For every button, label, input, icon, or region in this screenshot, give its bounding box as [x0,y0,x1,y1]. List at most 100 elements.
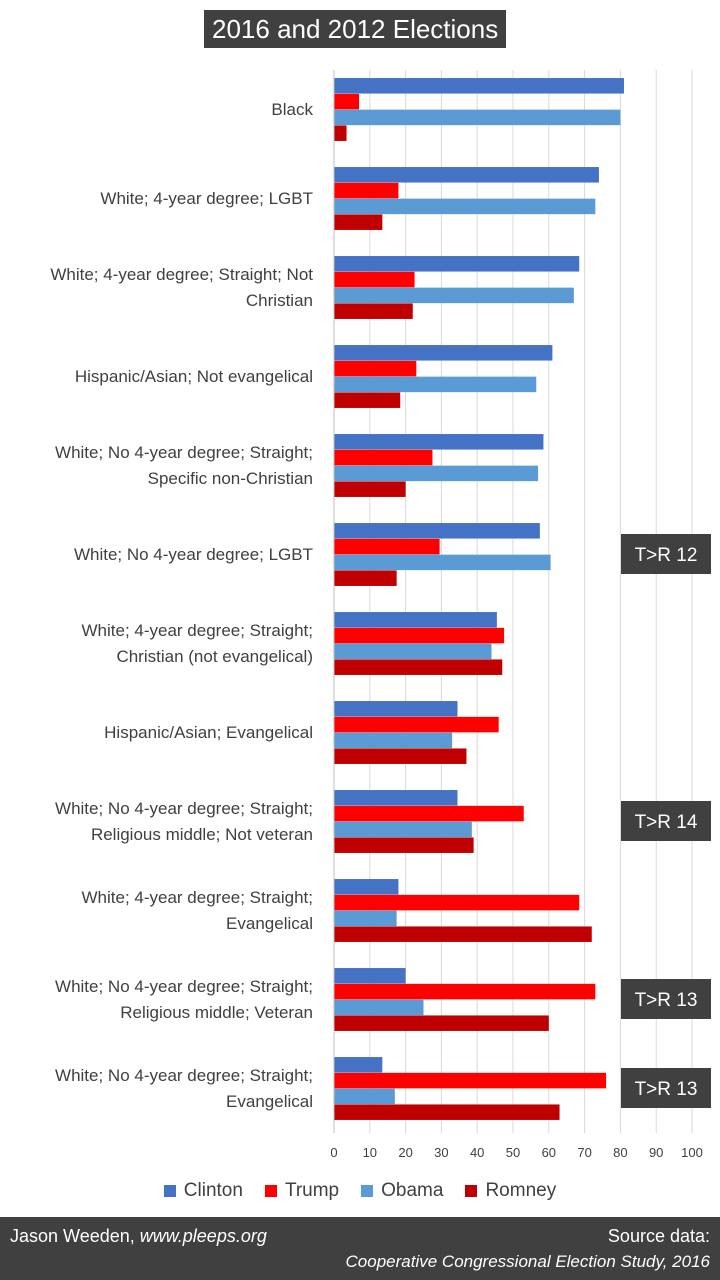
legend-item-obama: Obama [361,1180,443,1202]
annotation-text: T>R 13 [635,1079,698,1100]
x-tick-label: 90 [649,1145,663,1160]
legend-item-clinton: Clinton [163,1180,243,1202]
chart-title: 2016 and 2012 Elections [204,10,507,48]
bar-obama [334,821,472,838]
annotation-box [621,534,711,574]
bar-trump [334,360,417,377]
bar-trump [334,983,596,1000]
legend-swatch [163,1185,176,1197]
x-tick-label: 70 [577,1145,591,1160]
source-label: Source data: [607,1226,710,1246]
legend-item-romney: Romney [465,1180,556,1202]
bar-clinton [334,1057,383,1073]
bar-clinton [334,345,553,361]
bar-romney [334,1015,549,1031]
bar-trump [334,627,505,644]
category-label: Evangelical [226,1092,313,1111]
footer-credit: Jason Weeden, www.pleeps.org [10,1226,267,1247]
category-label: Hispanic/Asian; Not evangelical [75,367,313,386]
bar-clinton [334,612,497,628]
legend-swatch [264,1185,277,1197]
bar-obama [334,999,424,1016]
x-tick-label: 20 [398,1145,412,1160]
legend-label: Obama [381,1180,444,1201]
category-label: White; No 4-year degree; LGBT [74,545,313,564]
bar-obama [334,287,574,304]
legend-label: Trump [284,1180,340,1201]
x-tick-label: 0 [330,1145,337,1160]
bar-trump [334,805,524,822]
annotation-box [621,979,711,1019]
chart-legend: Clinton Trump Obama Romney [0,1178,720,1204]
x-tick-label: 80 [613,1145,627,1160]
bar-romney [334,481,406,497]
bar-trump [334,449,433,466]
bar-romney [334,748,467,764]
source-name: Cooperative Congressional Election Study… [345,1252,710,1271]
x-tick-label: 60 [542,1145,556,1160]
category-label: White; No 4-year degree; Straight; [55,799,313,818]
legend-label: Clinton [183,1180,243,1201]
bar-romney [334,125,347,141]
category-label: White; No 4-year degree; Straight; [55,443,313,462]
bar-clinton [334,167,599,183]
bar-obama [334,465,539,482]
bar-clinton [334,701,458,717]
bar-chart: 0 10 20 30 40 50 60 70 80 90 100 Black White; 4-year… [50,70,711,1160]
bar-trump [334,182,399,199]
category-label: Christian (not evangelical) [116,647,313,666]
legend-label: Romney [485,1180,557,1201]
x-tick-label: 50 [506,1145,520,1160]
bar-obama [334,732,453,749]
category-label: White; 4-year degree; Straight; [81,888,313,907]
bar-romney [334,926,592,942]
category-label: Christian [246,291,313,310]
bar-trump [334,716,499,733]
annotation-box [621,1068,711,1108]
bar-obama [334,910,397,927]
bar-trump [334,1072,607,1089]
bar-clinton [334,790,458,806]
bar-trump [334,538,440,555]
annotation-text: T>R 12 [635,545,698,566]
bar-obama [334,1088,395,1105]
bar-clinton [334,523,540,539]
category-label: White; No 4-year degree; Straight; [55,977,313,996]
author-name: Jason Weeden, [10,1226,135,1246]
bar-clinton [334,968,406,984]
bar-clinton [334,434,544,450]
category-label: Religious middle; Veteran [120,1003,313,1022]
annotation-box [621,801,711,841]
bar-trump [334,894,580,911]
category-label: White; 4-year degree; Straight; Not [50,265,313,284]
bar-obama [334,554,551,571]
bar-trump [334,271,415,288]
category-label: White; 4-year degree; LGBT [100,189,313,208]
bar-clinton [334,879,399,895]
bar-romney [334,1104,560,1120]
category-label: Black [271,100,313,119]
bar-romney [334,214,383,230]
bar-romney [334,392,401,408]
bar-obama [334,198,596,215]
annotation-text: T>R 13 [635,990,698,1011]
bar-obama [334,109,621,126]
legend-swatch [465,1185,478,1197]
bar-clinton [334,78,624,94]
bar-romney [334,303,413,319]
bar-romney [334,570,397,586]
x-tick-label: 10 [363,1145,377,1160]
category-label: Evangelical [226,914,313,933]
category-label: Hispanic/Asian; Evangelical [104,723,313,742]
bar-obama [334,643,492,660]
x-tick-label: 100 [681,1145,703,1160]
bar-romney [334,837,474,853]
x-tick-label: 30 [434,1145,448,1160]
bar-obama [334,376,537,393]
category-label: White; No 4-year degree; Straight; [55,1066,313,1085]
bar-clinton [334,256,580,272]
footer: Jason Weeden, www.pleeps.org Source data… [0,1217,720,1280]
legend-item-trump: Trump [264,1180,340,1202]
site-link[interactable]: www.pleeps.org [139,1226,267,1246]
x-tick-label: 40 [470,1145,484,1160]
